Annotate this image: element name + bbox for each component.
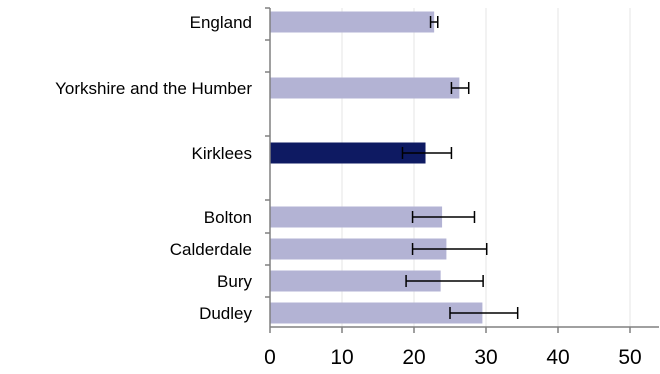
category-label-dudley: Dudley	[199, 304, 252, 323]
category-label-bolton: Bolton	[204, 208, 252, 227]
error-bar-yorkshire-and-the-humber	[450, 82, 470, 94]
bar-bury	[270, 270, 441, 292]
x-tick-label-20: 20	[402, 346, 425, 369]
error-bars	[401, 16, 519, 319]
category-label-calderdale: Calderdale	[170, 240, 252, 259]
x-tick-label-0: 0	[264, 346, 276, 369]
error-bar-england	[429, 16, 439, 28]
x-tick-label-40: 40	[546, 346, 569, 369]
bar-calderdale	[270, 238, 447, 260]
bars	[270, 11, 483, 324]
error-bar-bolton	[411, 211, 476, 223]
x-tick-label-50: 50	[618, 346, 641, 369]
error-bar-kirklees	[401, 147, 453, 159]
error-bar-dudley	[449, 307, 519, 319]
x-tick-label-10: 10	[330, 346, 353, 369]
category-label-bury: Bury	[217, 272, 252, 291]
bar-dudley	[270, 302, 483, 324]
bar-yorkshire-and-the-humber	[270, 77, 460, 99]
error-bar-calderdale	[411, 243, 488, 255]
category-label-yorkshire-and-the-humber: Yorkshire and the Humber	[55, 79, 252, 98]
category-labels: England Yorkshire and the Humber Kirklees B…	[55, 13, 252, 323]
bar-england	[270, 11, 435, 33]
bar-kirklees	[270, 142, 426, 164]
tick-labels: 0 10 20 30 40 50	[264, 346, 642, 369]
bar-bolton	[270, 206, 443, 228]
category-label-kirklees: Kirklees	[192, 144, 252, 163]
x-tick-label-30: 30	[474, 346, 497, 369]
error-bar-bury	[405, 275, 484, 287]
axes	[265, 7, 659, 333]
category-label-england: England	[190, 13, 252, 32]
